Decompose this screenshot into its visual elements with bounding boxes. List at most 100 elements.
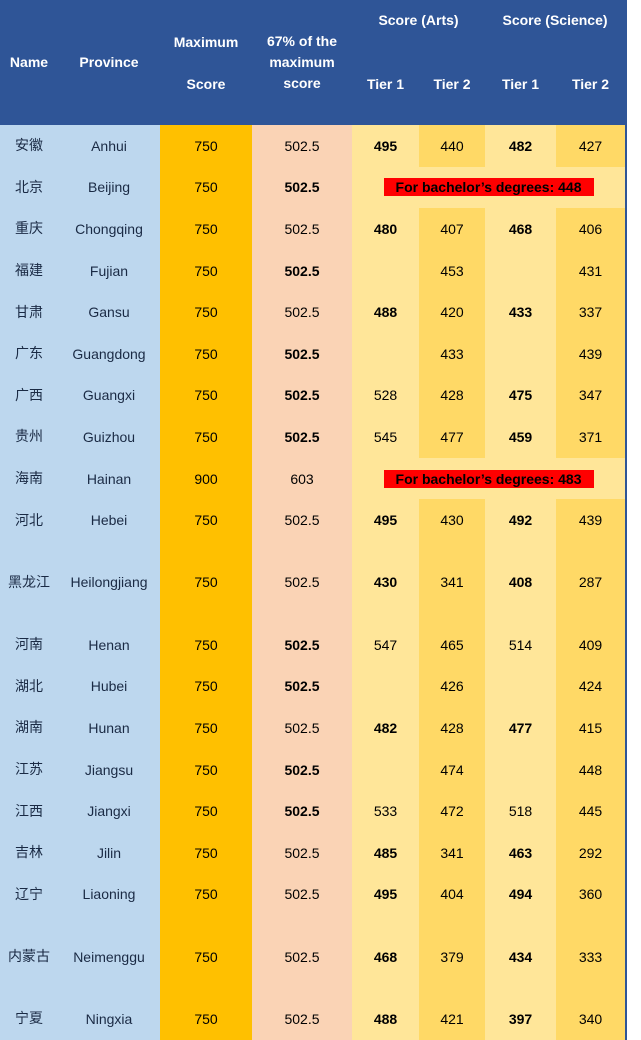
cell-name: 辽宁 bbox=[0, 873, 58, 916]
cell-pct-score: 502.5 bbox=[252, 416, 352, 458]
cell-max-score: 750 bbox=[160, 665, 252, 708]
cell-arts-tier1: 495 bbox=[352, 499, 419, 541]
cell-arts-tier1: 468 bbox=[352, 915, 419, 999]
cell-max-score: 750 bbox=[160, 291, 252, 333]
header-arts-tier1: Tier 1 bbox=[352, 62, 419, 125]
header-max-score-text: Maximum Score bbox=[173, 33, 239, 92]
cell-arts-tier1: 488 bbox=[352, 291, 419, 333]
cell-arts-tier2: 472 bbox=[419, 790, 486, 832]
cell-arts-tier1 bbox=[352, 748, 419, 791]
cell-province: Hainan bbox=[58, 457, 160, 500]
cell-science-tier1 bbox=[485, 332, 557, 375]
table-row: 黑龙江 Heilongjiang 750 502.5 430 341 408 287 bbox=[0, 540, 627, 624]
header-arts: Score (Arts) bbox=[352, 0, 486, 62]
cell-province: Beijing bbox=[58, 166, 160, 209]
cell-science-tier1: 433 bbox=[485, 291, 557, 333]
cell-science-tier2: 337 bbox=[556, 291, 627, 333]
cell-science-tier1: 518 bbox=[485, 790, 557, 832]
cell-science-tier1: 492 bbox=[485, 499, 557, 541]
cell-science-tier2: 448 bbox=[556, 748, 627, 791]
cell-province: Jilin bbox=[58, 831, 160, 874]
table-row: 江西 Jiangxi 750 502.5 533 472 518 445 bbox=[0, 790, 627, 832]
cell-arts-tier2: 477 bbox=[419, 416, 486, 458]
cell-science-tier2: 347 bbox=[556, 374, 627, 417]
cell-pct-score: 502.5 bbox=[252, 748, 352, 791]
cell-arts-tier1 bbox=[352, 249, 419, 292]
cell-science-tier2: 292 bbox=[556, 831, 627, 874]
cell-arts-tier2: 407 bbox=[419, 208, 486, 250]
cell-name: 河南 bbox=[0, 623, 58, 666]
cell-science-tier2: 287 bbox=[556, 540, 627, 624]
header-province: Province bbox=[58, 0, 160, 125]
cell-arts-tier1: 495 bbox=[352, 125, 419, 167]
cell-science-tier1: 397 bbox=[485, 998, 557, 1040]
cell-name: 甘肃 bbox=[0, 291, 58, 333]
cell-science-tier2: 427 bbox=[556, 125, 627, 167]
cell-science-tier1: 514 bbox=[485, 623, 557, 666]
cell-max-score: 750 bbox=[160, 998, 252, 1040]
cell-arts-tier2: 430 bbox=[419, 499, 486, 541]
cell-name: 吉林 bbox=[0, 831, 58, 874]
cell-science-tier2: 340 bbox=[556, 998, 627, 1040]
cell-pct-score: 502.5 bbox=[252, 831, 352, 874]
cell-arts-tier2: 428 bbox=[419, 374, 486, 417]
cell-arts-tier1 bbox=[352, 332, 419, 375]
cell-science-tier2: 439 bbox=[556, 499, 627, 541]
cell-arts-tier1: 480 bbox=[352, 208, 419, 250]
score-table: Name Province Maximum Score 67% of the m… bbox=[0, 0, 628, 1040]
cell-science-tier2: 415 bbox=[556, 707, 627, 749]
table-row: 江苏 Jiangsu 750 502.5 474 448 bbox=[0, 748, 627, 791]
cell-max-score: 750 bbox=[160, 166, 252, 209]
cell-name: 安徽 bbox=[0, 125, 58, 167]
table-row: 广西 Guangxi 750 502.5 528 428 475 347 bbox=[0, 374, 627, 417]
cell-max-score: 750 bbox=[160, 623, 252, 666]
cell-max-score: 750 bbox=[160, 915, 252, 999]
cell-province: Hubei bbox=[58, 665, 160, 708]
cell-max-score: 750 bbox=[160, 540, 252, 624]
cell-science-tier2: 371 bbox=[556, 416, 627, 458]
cell-max-score: 900 bbox=[160, 457, 252, 500]
header-max-score: Maximum Score bbox=[160, 0, 252, 125]
cell-arts-tier2: 426 bbox=[419, 665, 486, 708]
table-row: 贵州 Guizhou 750 502.5 545 477 459 371 bbox=[0, 416, 627, 458]
cell-science-tier1: 463 bbox=[485, 831, 557, 874]
header-science-tier2: Tier 2 bbox=[556, 62, 627, 125]
cell-name: 河北 bbox=[0, 499, 58, 541]
header-science-tier1: Tier 1 bbox=[485, 62, 557, 125]
cell-science-tier1: 468 bbox=[485, 208, 557, 250]
header-science: Score (Science) bbox=[485, 0, 627, 62]
cell-pct-score: 502.5 bbox=[252, 499, 352, 541]
table-row: 安徽 Anhui 750 502.5 495 440 482 427 bbox=[0, 125, 627, 167]
cell-science-tier1: 434 bbox=[485, 915, 557, 999]
cell-arts-tier1: 547 bbox=[352, 623, 419, 666]
cell-max-score: 750 bbox=[160, 208, 252, 250]
cell-pct-score: 502.5 bbox=[252, 790, 352, 832]
cell-arts-tier1: 485 bbox=[352, 831, 419, 874]
cell-arts-tier2: 428 bbox=[419, 707, 486, 749]
cell-pct-score: 502.5 bbox=[252, 125, 352, 167]
cell-arts-tier1: 430 bbox=[352, 540, 419, 624]
cell-arts-tier1: 488 bbox=[352, 998, 419, 1040]
bachelor-degree-cell: For bachelor’s degrees: 483 bbox=[352, 457, 627, 500]
cell-name: 北京 bbox=[0, 166, 58, 209]
table-row: 甘肃 Gansu 750 502.5 488 420 433 337 bbox=[0, 291, 627, 333]
cell-science-tier2: 431 bbox=[556, 249, 627, 292]
table-row: 广东 Guangdong 750 502.5 433 439 bbox=[0, 332, 627, 375]
cell-pct-score: 502.5 bbox=[252, 915, 352, 999]
cell-science-tier1 bbox=[485, 665, 557, 708]
cell-province: Hunan bbox=[58, 707, 160, 749]
cell-max-score: 750 bbox=[160, 873, 252, 916]
header-pct-text: 67% of the maximum score bbox=[266, 33, 337, 91]
cell-province: Ningxia bbox=[58, 998, 160, 1040]
cell-arts-tier2: 433 bbox=[419, 332, 486, 375]
cell-name: 黑龙江 bbox=[0, 540, 58, 624]
cell-max-score: 750 bbox=[160, 125, 252, 167]
cell-arts-tier2: 440 bbox=[419, 125, 486, 167]
table-row: 宁夏 Ningxia 750 502.5 488 421 397 340 bbox=[0, 998, 627, 1040]
cell-max-score: 750 bbox=[160, 332, 252, 375]
cell-pct-score: 502.5 bbox=[252, 332, 352, 375]
cell-province: Hebei bbox=[58, 499, 160, 541]
cell-arts-tier1: 528 bbox=[352, 374, 419, 417]
cell-pct-score: 502.5 bbox=[252, 291, 352, 333]
cell-name: 江西 bbox=[0, 790, 58, 832]
